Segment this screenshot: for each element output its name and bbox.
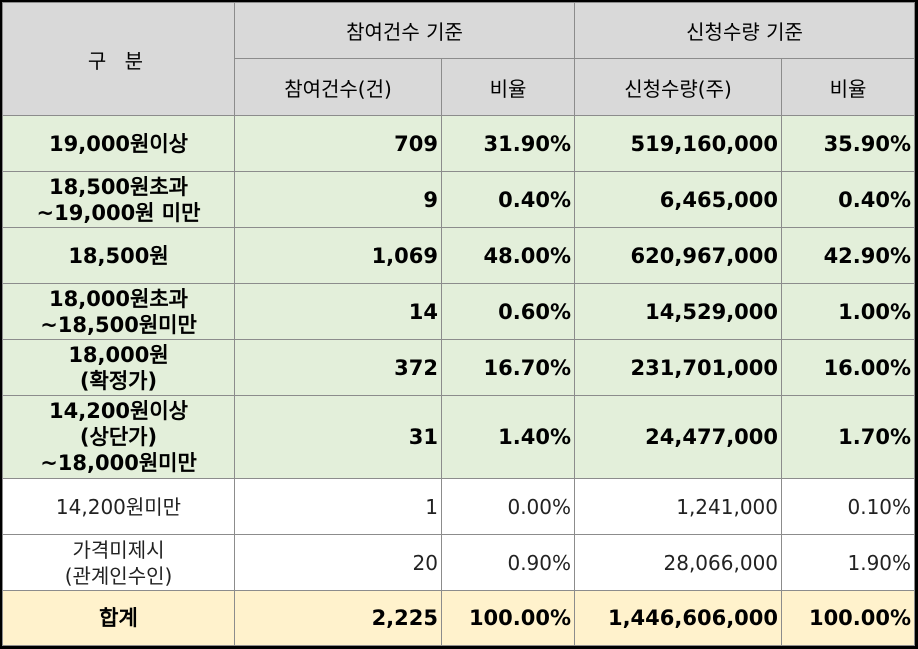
row-label: 14,200원미만: [2, 478, 235, 535]
cell-participation-count: 372: [234, 339, 442, 396]
header-quantity: 신청수량(주): [574, 58, 783, 116]
table-row: 18,000원 (확정가) 372 16.70% 231,701,000 16.00%: [2, 339, 916, 396]
cell-quantity: 519,160,000: [574, 115, 783, 172]
header-row-groups: 구 분 참여건수 기준 신청수량 기준: [2, 2, 916, 116]
table-row: 14,200원미만 1 0.00% 1,241,000 0.10%: [2, 478, 916, 535]
row-label-line: 14,200원미만: [55, 494, 182, 519]
cell-quantity-ratio: 0.10%: [781, 478, 916, 535]
cell-participation-count: 20: [234, 534, 442, 591]
cell-quantity: 1,241,000: [574, 478, 783, 535]
cell-quantity-ratio: 1.90%: [781, 534, 916, 591]
row-label-line: 14,200원이상: [49, 399, 188, 423]
row-label: 18,000원초과 ~18,500원미만: [2, 283, 235, 340]
row-label: 18,500원초과 ~19,000원 미만: [2, 171, 235, 228]
cell-quantity-ratio: 35.90%: [781, 115, 916, 172]
row-label-line: 18,000원: [68, 342, 169, 367]
cell-quantity: 620,967,000: [574, 227, 783, 284]
row-label: 가격미제시 (관계인수인): [2, 534, 235, 591]
row-label-line: ~18,000원미만: [40, 451, 197, 475]
cell-participation-ratio: 0.00%: [440, 478, 576, 535]
cell-participation-ratio: 31.90%: [440, 115, 576, 172]
cell-participation-count: 31: [234, 395, 442, 479]
table-row: 가격미제시 (관계인수인) 20 0.90% 28,066,000 1.90%: [2, 534, 916, 591]
cell-quantity-ratio: 1.00%: [781, 283, 916, 340]
header-group-quantity: 신청수량 기준: [574, 2, 916, 59]
cell-quantity: 231,701,000: [574, 339, 783, 396]
header-quantity-ratio: 비율: [781, 58, 916, 116]
total-participation-ratio: 100.00%: [440, 590, 576, 646]
cell-participation-ratio: 0.60%: [440, 283, 576, 340]
cell-participation-ratio: 0.40%: [440, 171, 576, 228]
header-participation-ratio: 비율: [440, 58, 576, 116]
row-label-line: ~19,000원 미만: [36, 200, 201, 225]
cell-quantity-ratio: 16.00%: [781, 339, 916, 396]
row-label-line: 18,500원초과: [49, 174, 188, 199]
row-label-line: (확정가): [79, 368, 158, 393]
cell-quantity: 24,477,000: [574, 395, 783, 479]
row-label-line: (상단가): [79, 425, 158, 449]
cell-quantity-ratio: 0.40%: [781, 171, 916, 228]
header-participation-count: 참여건수(건): [234, 58, 442, 116]
row-label: 14,200원이상 (상단가) ~18,000원미만: [2, 395, 235, 479]
row-label: 18,500원: [2, 227, 235, 284]
cell-quantity-ratio: 42.90%: [781, 227, 916, 284]
header-row-columns: 참여건수(건) 비율 신청수량(주) 비율: [3, 58, 916, 116]
cell-participation-count: 9: [234, 171, 442, 228]
total-label: 합계: [2, 590, 235, 646]
cell-participation-ratio: 0.90%: [440, 534, 576, 591]
cell-participation-ratio: 48.00%: [440, 227, 576, 284]
cell-participation-count: 709: [234, 115, 442, 172]
cell-participation-ratio: 16.70%: [440, 339, 576, 396]
row-label-line: 19,000원이상: [49, 131, 188, 156]
cell-participation-count: 1,069: [234, 227, 442, 284]
row-label-line: ~18,500원미만: [40, 312, 197, 337]
row-label: 18,000원 (확정가): [2, 339, 235, 396]
cell-quantity: 14,529,000: [574, 283, 783, 340]
total-participation: 2,225: [234, 590, 442, 646]
header-group-participation: 참여건수 기준: [233, 2, 576, 59]
cell-participation-ratio: 1.40%: [440, 395, 576, 479]
row-label-line: 가격미제시: [72, 537, 165, 562]
cell-participation-count: 1: [234, 478, 442, 535]
table-row: 19,000원이상 709 31.90% 519,160,000 35.90%: [2, 115, 916, 172]
table-body: 19,000원이상 709 31.90% 519,160,000 35.90% 18,50…: [2, 115, 916, 591]
table-row: 18,500원 1,069 48.00% 620,967,000 42.90%: [2, 227, 916, 284]
row-label-line: 18,000원초과: [49, 286, 188, 311]
cell-quantity: 6,465,000: [574, 171, 783, 228]
table-row: 14,200원이상 (상단가) ~18,000원미만 31 1.40% 24,477,00…: [2, 395, 916, 479]
cell-participation-count: 14: [234, 283, 442, 340]
total-row: 합계 2,225 100.00% 1,446,606,000 100.00%: [2, 590, 916, 646]
table-row: 18,500원초과 ~19,000원 미만 9 0.40% 6,465,000 0.40%: [2, 171, 916, 228]
cell-quantity: 28,066,000: [574, 534, 783, 591]
row-label-line: (관계인수인): [64, 563, 173, 588]
total-quantity-ratio: 100.00%: [781, 590, 916, 646]
header-category: 구 분: [2, 2, 235, 116]
total-quantity: 1,446,606,000: [574, 590, 783, 646]
row-label-line: 18,500원: [68, 243, 169, 268]
table-row: 18,000원초과 ~18,500원미만 14 0.60% 14,529,000 1.00…: [2, 283, 916, 340]
cell-quantity-ratio: 1.70%: [781, 395, 916, 479]
row-label: 19,000원이상: [2, 115, 235, 172]
